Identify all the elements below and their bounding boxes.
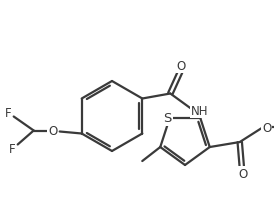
Text: F: F bbox=[8, 142, 15, 155]
Text: O: O bbox=[177, 60, 186, 73]
Text: S: S bbox=[164, 112, 172, 125]
Text: O: O bbox=[238, 167, 247, 180]
Text: NH: NH bbox=[190, 104, 208, 118]
Text: O: O bbox=[262, 121, 271, 134]
Text: O: O bbox=[48, 124, 57, 137]
Text: F: F bbox=[4, 106, 11, 119]
